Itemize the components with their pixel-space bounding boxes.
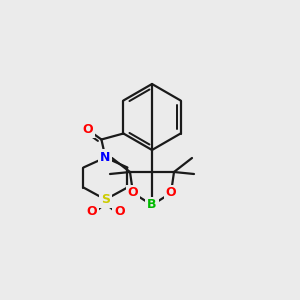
Text: O: O [166,187,176,200]
Text: O: O [82,123,93,136]
Text: O: O [114,205,125,218]
Text: O: O [128,187,138,200]
Text: O: O [86,205,97,218]
Text: S: S [101,193,110,206]
Text: N: N [100,151,111,164]
Text: B: B [147,199,157,212]
